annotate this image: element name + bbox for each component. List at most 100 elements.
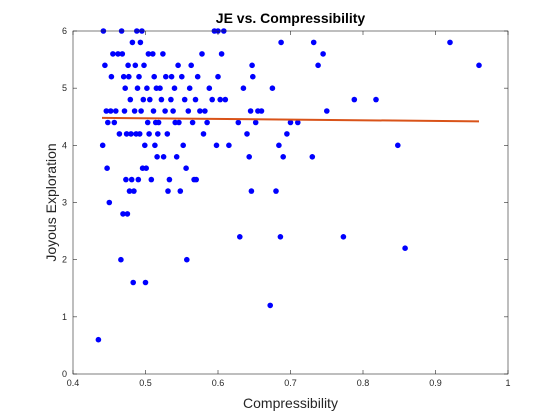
data-point xyxy=(171,85,178,91)
data-point xyxy=(95,336,102,343)
data-point xyxy=(197,108,203,114)
data-point xyxy=(103,108,110,114)
data-point xyxy=(121,108,128,114)
data-point xyxy=(244,131,250,137)
data-point xyxy=(310,39,317,46)
data-point xyxy=(180,142,186,149)
data-point xyxy=(173,154,180,160)
data-point xyxy=(179,73,185,80)
data-point xyxy=(287,119,294,126)
data-point xyxy=(126,73,132,80)
data-point xyxy=(278,39,284,46)
y-tick-label: 2 xyxy=(62,255,67,265)
y-axis-ticks: 0 1 2 3 4 5 6 xyxy=(62,26,508,379)
data-point xyxy=(199,51,205,57)
data-point xyxy=(168,73,175,80)
data-point xyxy=(120,211,126,217)
data-point xyxy=(142,142,148,149)
data-point xyxy=(249,62,255,69)
y-tick-label: 1 xyxy=(62,312,67,322)
y-axis-title: Joyous Exploration xyxy=(43,143,59,261)
data-point xyxy=(144,119,151,126)
data-point xyxy=(258,108,265,114)
data-points xyxy=(95,28,482,343)
data-point xyxy=(206,85,213,91)
data-point xyxy=(295,119,301,126)
data-point xyxy=(284,131,290,137)
data-point xyxy=(124,211,131,217)
data-point xyxy=(148,176,155,183)
y-tick-label: 0 xyxy=(62,369,67,379)
data-point xyxy=(155,119,162,126)
data-point xyxy=(125,62,131,69)
data-point xyxy=(204,119,210,126)
data-point xyxy=(99,142,106,149)
data-point xyxy=(134,85,141,91)
data-point xyxy=(119,51,126,57)
data-point xyxy=(106,199,113,206)
x-tick-label: 0.8 xyxy=(357,378,370,388)
data-point xyxy=(137,39,144,46)
x-axis-title: Compressibility xyxy=(243,395,338,411)
data-point xyxy=(235,119,242,126)
data-point xyxy=(200,131,207,137)
data-point xyxy=(280,154,287,160)
data-point xyxy=(340,234,347,240)
data-point xyxy=(215,73,221,80)
data-point xyxy=(269,85,276,91)
data-point xyxy=(222,96,229,103)
data-point xyxy=(170,108,176,114)
data-point xyxy=(186,85,193,91)
data-point xyxy=(184,256,190,263)
data-point xyxy=(115,51,121,57)
data-point xyxy=(250,73,256,80)
data-point xyxy=(123,176,129,183)
x-tick-label: 0.9 xyxy=(429,378,442,388)
data-point xyxy=(168,96,174,103)
data-point xyxy=(160,51,166,57)
data-point xyxy=(193,176,199,183)
fit-line xyxy=(101,116,480,123)
data-point xyxy=(130,279,136,286)
data-point xyxy=(351,96,358,103)
data-point xyxy=(176,119,182,126)
data-point xyxy=(155,131,161,137)
data-point xyxy=(476,62,482,69)
data-point xyxy=(247,108,254,114)
chart-title: JE vs. Compressibility xyxy=(216,10,366,26)
y-tick-label: 3 xyxy=(62,198,67,208)
data-point xyxy=(150,51,156,57)
data-point xyxy=(320,51,326,57)
data-point xyxy=(122,85,128,91)
data-point xyxy=(237,234,243,240)
data-point xyxy=(447,39,453,46)
data-point xyxy=(194,73,201,80)
data-point xyxy=(131,188,137,194)
data-point xyxy=(146,131,152,137)
data-point xyxy=(128,176,135,183)
data-point xyxy=(154,154,160,160)
data-point xyxy=(185,108,192,114)
data-point xyxy=(105,119,111,126)
data-point xyxy=(123,131,130,137)
data-point xyxy=(267,302,274,309)
data-point xyxy=(188,62,194,69)
data-point xyxy=(118,256,124,263)
data-point xyxy=(209,96,215,103)
data-point xyxy=(108,73,115,80)
data-point xyxy=(104,165,110,171)
data-point xyxy=(192,96,199,103)
data-point xyxy=(175,62,181,69)
data-point xyxy=(240,85,247,91)
plot-area xyxy=(73,31,508,374)
data-point xyxy=(315,62,321,69)
data-point xyxy=(373,96,379,103)
data-point xyxy=(136,131,143,137)
data-point xyxy=(218,51,225,57)
data-point xyxy=(276,142,282,149)
data-point xyxy=(113,108,119,114)
data-point xyxy=(120,73,127,80)
data-point xyxy=(152,142,158,149)
x-axis-ticks: 0.4 0.5 0.6 0.7 0.8 0.9 1 xyxy=(67,31,511,388)
